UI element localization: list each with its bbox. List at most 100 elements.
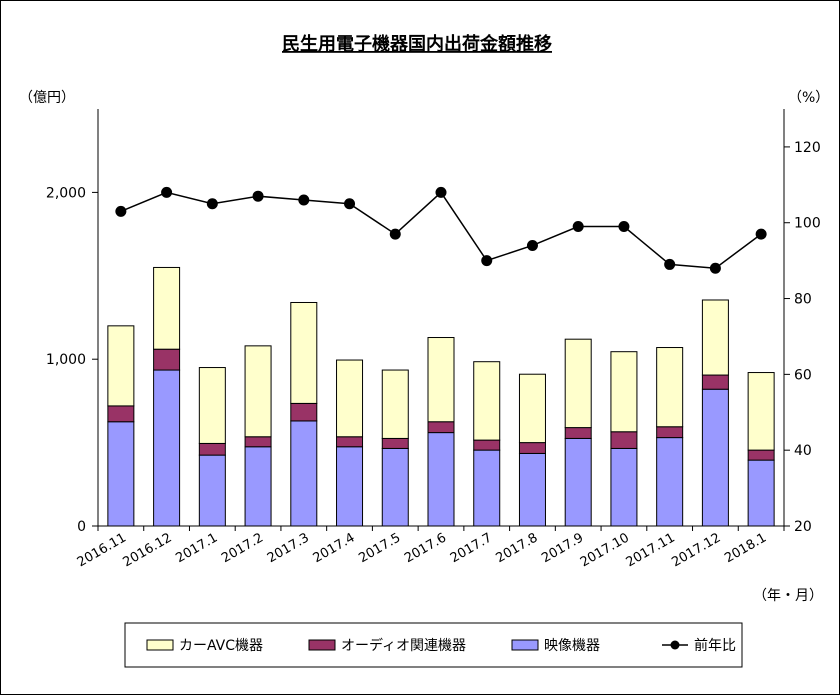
right-axis-unit: （%） — [788, 90, 829, 106]
bar-segment — [153, 348, 181, 371]
bar-segment — [381, 369, 409, 439]
bar-segment — [656, 437, 684, 527]
bar-segment — [518, 452, 546, 527]
line-point — [161, 186, 173, 198]
legend-box — [124, 622, 743, 668]
bar-segment — [610, 351, 638, 433]
legend-label: オーディオ関連機器 — [341, 637, 466, 654]
x-tick-label: 2017.6 — [402, 530, 449, 566]
line-point — [664, 258, 676, 270]
bar-segment — [336, 436, 364, 448]
legend-swatch — [146, 639, 174, 651]
x-tick-label: 2017.5 — [356, 530, 403, 566]
bar-segment — [427, 337, 455, 423]
x-tick-label: 2017.4 — [311, 530, 358, 566]
bar-segment — [473, 361, 501, 441]
bar-segment — [564, 427, 592, 439]
line-point — [252, 190, 264, 202]
x-tick-label: 2018.1 — [722, 530, 769, 566]
line-point — [572, 221, 584, 233]
bar-segment — [701, 374, 729, 390]
bar-segment — [656, 426, 684, 439]
chart-title: 民生用電子機器国内出荷金額推移 — [282, 33, 552, 55]
line-point — [389, 228, 401, 240]
bar-segment — [518, 373, 546, 444]
bar-segment — [473, 439, 501, 451]
right-tick-label: 120 — [794, 140, 821, 156]
legend-label: 映像機器 — [544, 638, 600, 654]
bar-segment — [244, 345, 272, 438]
legend-label: 前年比 — [694, 637, 736, 654]
bar-segment — [290, 420, 318, 527]
line-point — [481, 255, 493, 267]
line-point — [435, 186, 447, 198]
bar-segment — [290, 402, 318, 422]
bar-segment — [656, 347, 684, 428]
x-axis-unit: （年・月） — [753, 588, 823, 604]
bar-segment — [747, 449, 775, 461]
bar-segment — [153, 369, 181, 527]
legend-swatch — [511, 639, 539, 651]
bar-segment — [564, 338, 592, 429]
right-tick-label: 40 — [794, 443, 812, 459]
right-tick-label: 60 — [794, 367, 812, 383]
left-tick-label: 0 — [77, 519, 86, 535]
left-axis-unit: （億円） — [19, 90, 75, 106]
bar-segment — [381, 437, 409, 449]
x-tick-label: 2017.1 — [173, 530, 220, 566]
line-point — [709, 262, 721, 274]
bar-segment — [153, 266, 181, 350]
bar-segment — [290, 301, 318, 404]
bar-segment — [107, 325, 135, 407]
x-tick-label: 2016.12 — [121, 530, 175, 570]
bar-segment — [747, 459, 775, 527]
bar-segment — [701, 299, 729, 376]
bar-segment — [244, 446, 272, 527]
right-tick-label: 80 — [794, 292, 812, 308]
x-tick-label: 2017.2 — [219, 530, 266, 566]
bar-segment — [427, 421, 455, 434]
x-tick-label: 2017.3 — [265, 530, 312, 566]
line-point — [298, 194, 310, 206]
x-tick-label: 2016.11 — [75, 530, 129, 570]
bar-segment — [381, 447, 409, 527]
bar-segment — [427, 432, 455, 527]
legend: カーAVC機器 オーディオ関連機器 映像機器 前年比 — [124, 622, 743, 668]
line-point — [206, 198, 218, 210]
x-tick-label: 2017.10 — [578, 530, 632, 570]
bar-segment — [518, 442, 546, 454]
bar-segment — [107, 421, 135, 527]
line-point — [618, 221, 630, 233]
left-tick-label: 1,000 — [46, 352, 86, 368]
bar-segment — [198, 367, 226, 444]
bar-segment — [473, 449, 501, 527]
x-tick-label: 2017.12 — [669, 530, 723, 570]
line-point — [755, 228, 767, 240]
right-tick-label: 100 — [794, 216, 821, 232]
bar-segment — [336, 359, 364, 438]
bar-segment — [107, 405, 135, 423]
legend-marker — [670, 640, 680, 650]
line-point — [115, 205, 127, 217]
bar-segment — [701, 388, 729, 527]
line-point — [344, 198, 356, 210]
line-point — [526, 239, 538, 251]
legend-label: カーAVC機器 — [179, 638, 263, 654]
x-tick-label: 2017.8 — [494, 530, 541, 566]
bar-segment — [747, 372, 775, 451]
legend-swatch — [308, 639, 336, 651]
bar-segment — [610, 431, 638, 449]
bar-segment — [198, 442, 226, 456]
left-tick-label: 2,000 — [46, 185, 86, 201]
x-tick-label: 2017.7 — [448, 530, 495, 566]
bar-segment — [336, 446, 364, 527]
bar-segment — [610, 447, 638, 527]
x-tick-label: 2017.11 — [624, 530, 678, 570]
bar-segment — [244, 436, 272, 448]
bar-segment — [198, 454, 226, 527]
right-tick-label: 20 — [794, 519, 812, 535]
plot-area: 01,0002,000204060801001202016.112016.122… — [46, 109, 821, 570]
bar-segment — [564, 437, 592, 527]
